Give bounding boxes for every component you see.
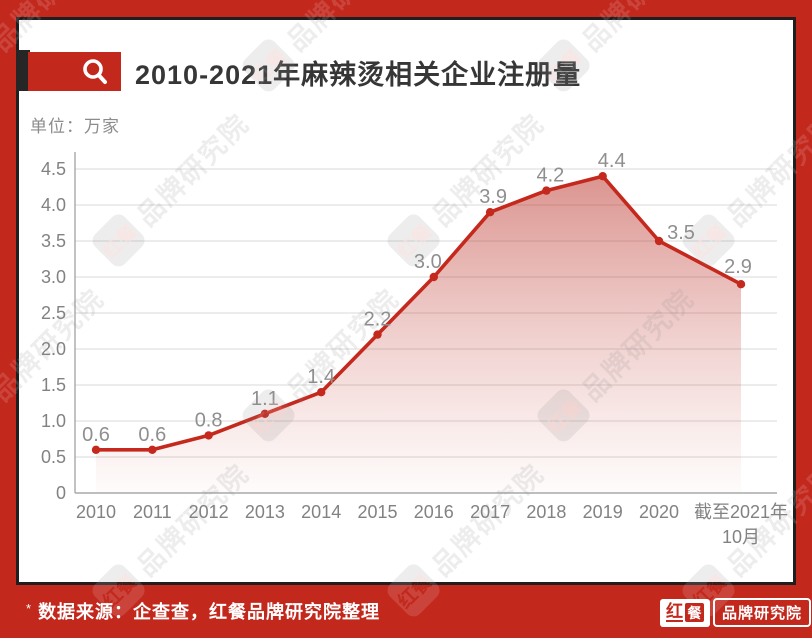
unit-label: 单位：万家	[30, 117, 120, 136]
svg-text:4.5: 4.5	[41, 159, 66, 179]
area-fill	[96, 176, 741, 493]
data-points	[91, 172, 746, 454]
y-axis-ticks: 0 0.5 1.0 1.5 2.0 2.5 3.0 3.5 4.0 4.5	[41, 159, 66, 503]
svg-text:0.6: 0.6	[138, 424, 166, 446]
svg-text:2015: 2015	[357, 502, 397, 522]
magnifier-icon	[83, 58, 107, 84]
value-labels: 0.6 0.6 0.8 1.1 1.4 2.2 3.0 3.9 4.2 4.4 3.5 2.9	[82, 150, 752, 446]
svg-text:2017: 2017	[470, 502, 510, 522]
svg-text:2013: 2013	[245, 502, 285, 522]
data-source-note: * 数据来源：企查查，红餐品牌研究院整理	[26, 598, 380, 624]
svg-text:4.2: 4.2	[536, 165, 564, 187]
x-axis-labels: 2010 2011 2012 2013 2014 2015 2016 2017 2018 2019…	[76, 502, 788, 547]
brand-logo: 红 餐 品牌研究院	[660, 598, 812, 627]
svg-text:1.0: 1.0	[41, 411, 66, 431]
svg-text:2014: 2014	[301, 502, 341, 522]
svg-text:2.9: 2.9	[724, 256, 752, 278]
svg-text:2020: 2020	[639, 502, 679, 522]
title-red-block	[28, 52, 121, 91]
svg-text:3.9: 3.9	[479, 186, 507, 208]
svg-text:2012: 2012	[189, 502, 229, 522]
svg-text:2.2: 2.2	[364, 309, 392, 331]
svg-text:截至2021年: 截至2021年	[694, 502, 788, 522]
svg-text:2018: 2018	[526, 502, 566, 522]
title-accent-bar	[16, 50, 30, 91]
svg-text:0.6: 0.6	[82, 424, 110, 446]
svg-text:3.0: 3.0	[414, 251, 442, 273]
svg-text:3.5: 3.5	[667, 222, 695, 244]
svg-text:0.8: 0.8	[195, 409, 223, 431]
svg-text:1.4: 1.4	[307, 366, 335, 388]
svg-text:1.5: 1.5	[41, 375, 66, 395]
svg-text:3.0: 3.0	[41, 267, 66, 287]
logo-char-hong: 红	[666, 602, 683, 622]
svg-text:2016: 2016	[414, 502, 454, 522]
svg-text:10月: 10月	[722, 527, 760, 547]
svg-text:2.5: 2.5	[41, 303, 66, 323]
svg-text:0.5: 0.5	[41, 447, 66, 467]
data-source-text: 数据来源：企查查，红餐品牌研究院整理	[38, 602, 381, 622]
svg-text:4.4: 4.4	[598, 150, 626, 172]
svg-text:2010: 2010	[76, 502, 116, 522]
svg-text:2011: 2011	[133, 502, 172, 522]
svg-text:2019: 2019	[583, 502, 623, 522]
logo-char-can: 餐	[685, 603, 704, 622]
svg-text:1.1: 1.1	[251, 388, 279, 410]
data-line	[94, 174, 743, 452]
brand-logo-mark: 红 餐	[660, 598, 710, 627]
svg-text:3.5: 3.5	[41, 231, 66, 251]
svg-text:4.0: 4.0	[41, 195, 66, 215]
brand-logo-text: 品牌研究院	[713, 598, 812, 627]
page-title: 2010-2021年麻辣烫相关企业注册量	[135, 60, 582, 90]
svg-text:2.0: 2.0	[41, 339, 66, 359]
svg-text:0: 0	[56, 483, 66, 503]
footnote-star: *	[26, 600, 33, 616]
